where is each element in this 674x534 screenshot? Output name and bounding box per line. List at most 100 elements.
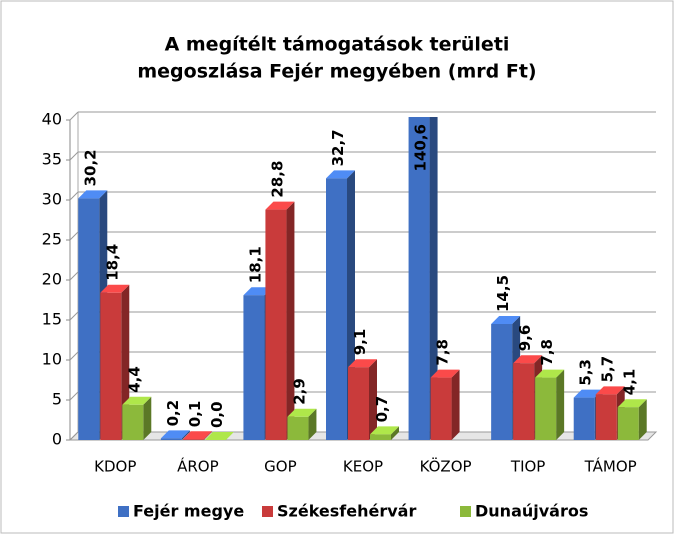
bar-side — [638, 399, 647, 440]
legend-label: Fejér megye — [133, 502, 244, 521]
x-tick-label: KÖZOP — [420, 457, 472, 476]
bar-top — [430, 369, 460, 378]
bar — [573, 397, 595, 440]
x-tick-label: TÁMOP — [584, 457, 637, 476]
y-tick-label: 15 — [42, 310, 62, 329]
x-tick-label: ÁROP — [177, 457, 219, 476]
bar-top — [595, 386, 625, 395]
bar-top — [573, 389, 603, 398]
bar-top — [287, 408, 317, 417]
bar-side — [556, 369, 565, 440]
bar-side — [143, 396, 152, 440]
value-label: 0,2 — [164, 400, 182, 427]
bar — [243, 295, 265, 440]
legend-label: Székesfehérvár — [277, 502, 416, 521]
grid-line — [69, 311, 79, 321]
bar — [326, 178, 347, 440]
value-label: 140,6 — [412, 124, 430, 171]
bar-top — [513, 355, 543, 364]
y-tick-label: 10 — [42, 350, 62, 369]
x-tick-label: TIOP — [510, 458, 545, 476]
value-label: 2,9 — [290, 378, 308, 405]
value-label: 4,4 — [125, 366, 143, 393]
x-tick-label: KEOP — [343, 458, 383, 476]
value-labels: 30,2 18,4 4,4 0,2 0,1 0,0 18,1 28,8 2,9 32,7 9,1 0,… — [81, 124, 638, 428]
bar-side — [451, 369, 460, 440]
bar — [122, 404, 144, 440]
bar — [348, 367, 369, 440]
bar-side — [286, 201, 295, 440]
bar-top — [122, 396, 152, 405]
legend-label: Dunaújváros — [475, 502, 588, 521]
value-label: 18,1 — [246, 246, 264, 283]
bar — [408, 117, 430, 441]
bar-top — [617, 399, 647, 408]
bar — [78, 198, 100, 440]
bar-top — [182, 431, 212, 440]
value-label: 9,1 — [351, 329, 369, 356]
bar-side — [203, 431, 212, 440]
chart-title: megoszlása Fejér megyében (mrd Ft) — [137, 61, 536, 83]
value-label: 18,4 — [103, 244, 121, 281]
bar-top — [491, 316, 521, 324]
chart-title: A megítélt támogatások területi — [165, 34, 510, 56]
y-tick-label: 35 — [42, 150, 62, 169]
bar — [160, 438, 182, 440]
bar — [535, 377, 557, 440]
bar-top — [348, 359, 377, 368]
bar — [430, 377, 452, 440]
y-tick-label: 20 — [42, 270, 62, 289]
bar — [617, 407, 639, 440]
bar-top — [100, 284, 130, 293]
y-tick-label: 5 — [52, 390, 62, 409]
value-label: 9,6 — [516, 325, 534, 352]
bar-top — [204, 432, 234, 440]
value-label: 5,7 — [599, 356, 617, 383]
x-tick-label: GOP — [264, 458, 296, 476]
bar-top — [265, 201, 295, 210]
y-tick-label: 0 — [52, 430, 62, 449]
bar-top — [243, 287, 273, 296]
bar-side — [429, 117, 438, 440]
value-label: 28,8 — [268, 161, 286, 198]
bar-side — [308, 408, 317, 440]
value-label: 7,8 — [434, 339, 452, 366]
bar-side — [391, 426, 399, 440]
bar — [513, 363, 535, 440]
legend-swatch — [118, 506, 129, 517]
bar — [265, 209, 287, 440]
bar — [182, 439, 204, 440]
value-label: 14,5 — [494, 275, 512, 312]
bar — [370, 434, 391, 440]
value-label: 7,8 — [538, 339, 556, 366]
legend-swatch — [262, 506, 273, 517]
legend-swatch — [460, 506, 471, 517]
bar-top — [535, 369, 565, 378]
bar — [491, 324, 513, 440]
grid-line — [69, 231, 79, 241]
value-label: 0,1 — [186, 401, 204, 428]
value-label: 30,2 — [81, 149, 99, 186]
grid-line — [69, 431, 79, 441]
bar-top — [370, 426, 399, 435]
grid-line — [69, 111, 79, 121]
value-label: 4,1 — [621, 369, 639, 396]
bar-top — [326, 170, 355, 179]
bar-top — [160, 430, 190, 439]
value-label: 32,7 — [329, 129, 347, 166]
value-label: 5,3 — [577, 359, 595, 386]
bars — [78, 117, 647, 441]
x-tick-label: KDOP — [94, 458, 136, 476]
bar — [100, 292, 122, 440]
grid-line — [69, 271, 79, 281]
bar-top — [78, 190, 108, 199]
y-tick-label: 25 — [42, 230, 62, 249]
grid-line — [69, 151, 79, 161]
grid-line — [69, 191, 79, 201]
grid-line — [69, 391, 79, 401]
value-label: 0,7 — [373, 396, 391, 423]
bar — [287, 416, 309, 440]
y-tick-label: 30 — [42, 190, 62, 209]
bar — [595, 394, 617, 440]
